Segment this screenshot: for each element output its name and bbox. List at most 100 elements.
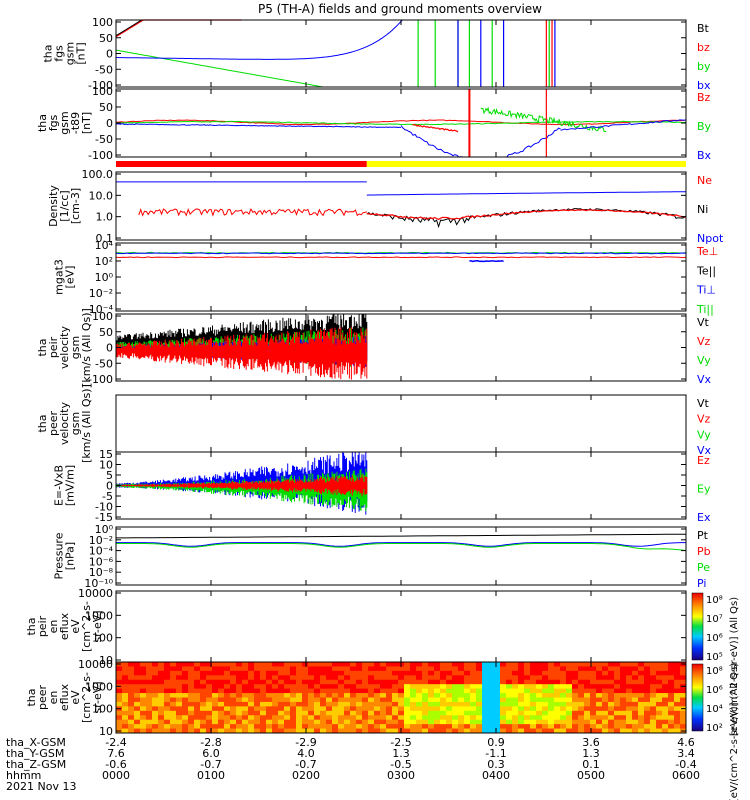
- heatmap-cell: [674, 595, 681, 600]
- heatmap-cell: [536, 724, 543, 730]
- heatmap-cell: [554, 701, 561, 707]
- heatmap-cell: [374, 719, 381, 725]
- heatmap-cell: [212, 640, 219, 645]
- heatmap-cell: [320, 600, 327, 605]
- heatmap-cell: [650, 627, 657, 632]
- heatmap-cell: [614, 635, 621, 640]
- heatmap-cell: [398, 622, 405, 627]
- heatmap-cell: [128, 640, 135, 645]
- heatmap-cell: [152, 706, 159, 712]
- heatmap-cell: [608, 675, 615, 681]
- heatmap-cell: [200, 715, 207, 721]
- heatmap-cell: [302, 618, 309, 623]
- heatmap-cell: [170, 710, 177, 716]
- heatmap-cell: [602, 609, 609, 614]
- heatmap-cell: [266, 622, 273, 627]
- heatmap-cell: [464, 715, 471, 721]
- heatmap-cell: [464, 649, 471, 654]
- heatmap-cell: [332, 644, 339, 649]
- heatmap-cell: [266, 653, 273, 658]
- heatmap-cell: [284, 710, 291, 716]
- heatmap-cell: [560, 693, 567, 698]
- y-axis-label: sr-eV]: [91, 681, 104, 713]
- heatmap-cell: [242, 631, 249, 636]
- heatmap-cell: [188, 653, 195, 658]
- heatmap-cell: [164, 697, 171, 703]
- heatmap-cell: [368, 693, 375, 698]
- heatmap-cell: [146, 670, 153, 676]
- heatmap-cell: [146, 666, 153, 672]
- heatmap-cell: [158, 693, 165, 698]
- series-bx-tail: [560, 119, 687, 131]
- heatmap-cell: [632, 627, 639, 632]
- heatmap-cell: [146, 679, 153, 685]
- heatmap-cell: [626, 688, 633, 694]
- heatmap-cell: [374, 622, 381, 627]
- heatmap-cell: [572, 653, 579, 658]
- heatmap-cell: [404, 622, 411, 627]
- heatmap-cell: [608, 728, 615, 734]
- heatmap-cell: [206, 600, 213, 605]
- heatmap-cell: [614, 724, 621, 730]
- heatmap-cell: [428, 618, 435, 623]
- heatmap-cell: [344, 675, 351, 681]
- heatmap-cell: [362, 649, 369, 654]
- heatmap-cells: [116, 591, 686, 663]
- heatmap-cell: [248, 604, 255, 609]
- heatmap-cell: [404, 595, 411, 600]
- heatmap-cell: [632, 644, 639, 649]
- heatmap-cell: [452, 666, 459, 672]
- heatmap-cell: [494, 719, 501, 725]
- heatmap-cell: [254, 640, 261, 645]
- heatmap-cell: [170, 644, 177, 649]
- heatmap-cell: [404, 706, 411, 712]
- heatmap-cell: [530, 649, 537, 654]
- heatmap-cell: [482, 635, 489, 640]
- heatmap-cell: [590, 670, 597, 676]
- heatmap-cell: [506, 613, 513, 618]
- heatmap-cell: [116, 653, 123, 658]
- heatmap-cell: [548, 728, 555, 734]
- heatmap-cell: [320, 649, 327, 654]
- heatmap-cell: [518, 715, 525, 721]
- heatmap-cell: [494, 591, 501, 596]
- heatmap-cell: [596, 724, 603, 730]
- heatmap-cell: [230, 604, 237, 609]
- y-tick-label: -15: [95, 511, 113, 524]
- heatmap-cell: [242, 679, 249, 685]
- heatmap-cell: [428, 710, 435, 716]
- heatmap-cell: [206, 670, 213, 676]
- heatmap-cell: [650, 662, 657, 667]
- heatmap-cell: [338, 710, 345, 716]
- heatmap-cell: [626, 640, 633, 645]
- heatmap-cell: [542, 627, 549, 632]
- heatmap-cell: [344, 688, 351, 694]
- heatmap-cell: [236, 644, 243, 649]
- heatmap-cell: [206, 724, 213, 730]
- heatmap-cell: [626, 679, 633, 685]
- heatmap-cell: [518, 618, 525, 623]
- heatmap-cell: [572, 719, 579, 725]
- heatmap-cell: [596, 701, 603, 707]
- heatmap-cell: [626, 675, 633, 681]
- heatmap-cell: [680, 724, 687, 730]
- heatmap-cell: [224, 627, 231, 632]
- colorbar-label: [eV/(cm^2-s-sr-eV)] (All Qs): [729, 597, 740, 736]
- heatmap-cell: [188, 613, 195, 618]
- heatmap-cell: [284, 591, 291, 596]
- heatmap-cell: [560, 649, 567, 654]
- heatmap-cell: [146, 728, 153, 734]
- heatmap-cell: [428, 701, 435, 707]
- heatmap-cell: [578, 635, 585, 640]
- heatmap-cell: [320, 595, 327, 600]
- heatmap-cell: [596, 609, 603, 614]
- heatmap-cell: [272, 604, 279, 609]
- heatmap-cell: [446, 666, 453, 672]
- heatmap-cell: [416, 662, 423, 667]
- heatmap-cell: [560, 719, 567, 725]
- heatmap-cell: [530, 684, 537, 690]
- heatmap-cell: [362, 631, 369, 636]
- heatmap-cell: [170, 688, 177, 694]
- heatmap-cell: [266, 679, 273, 685]
- heatmap-cell: [392, 666, 399, 672]
